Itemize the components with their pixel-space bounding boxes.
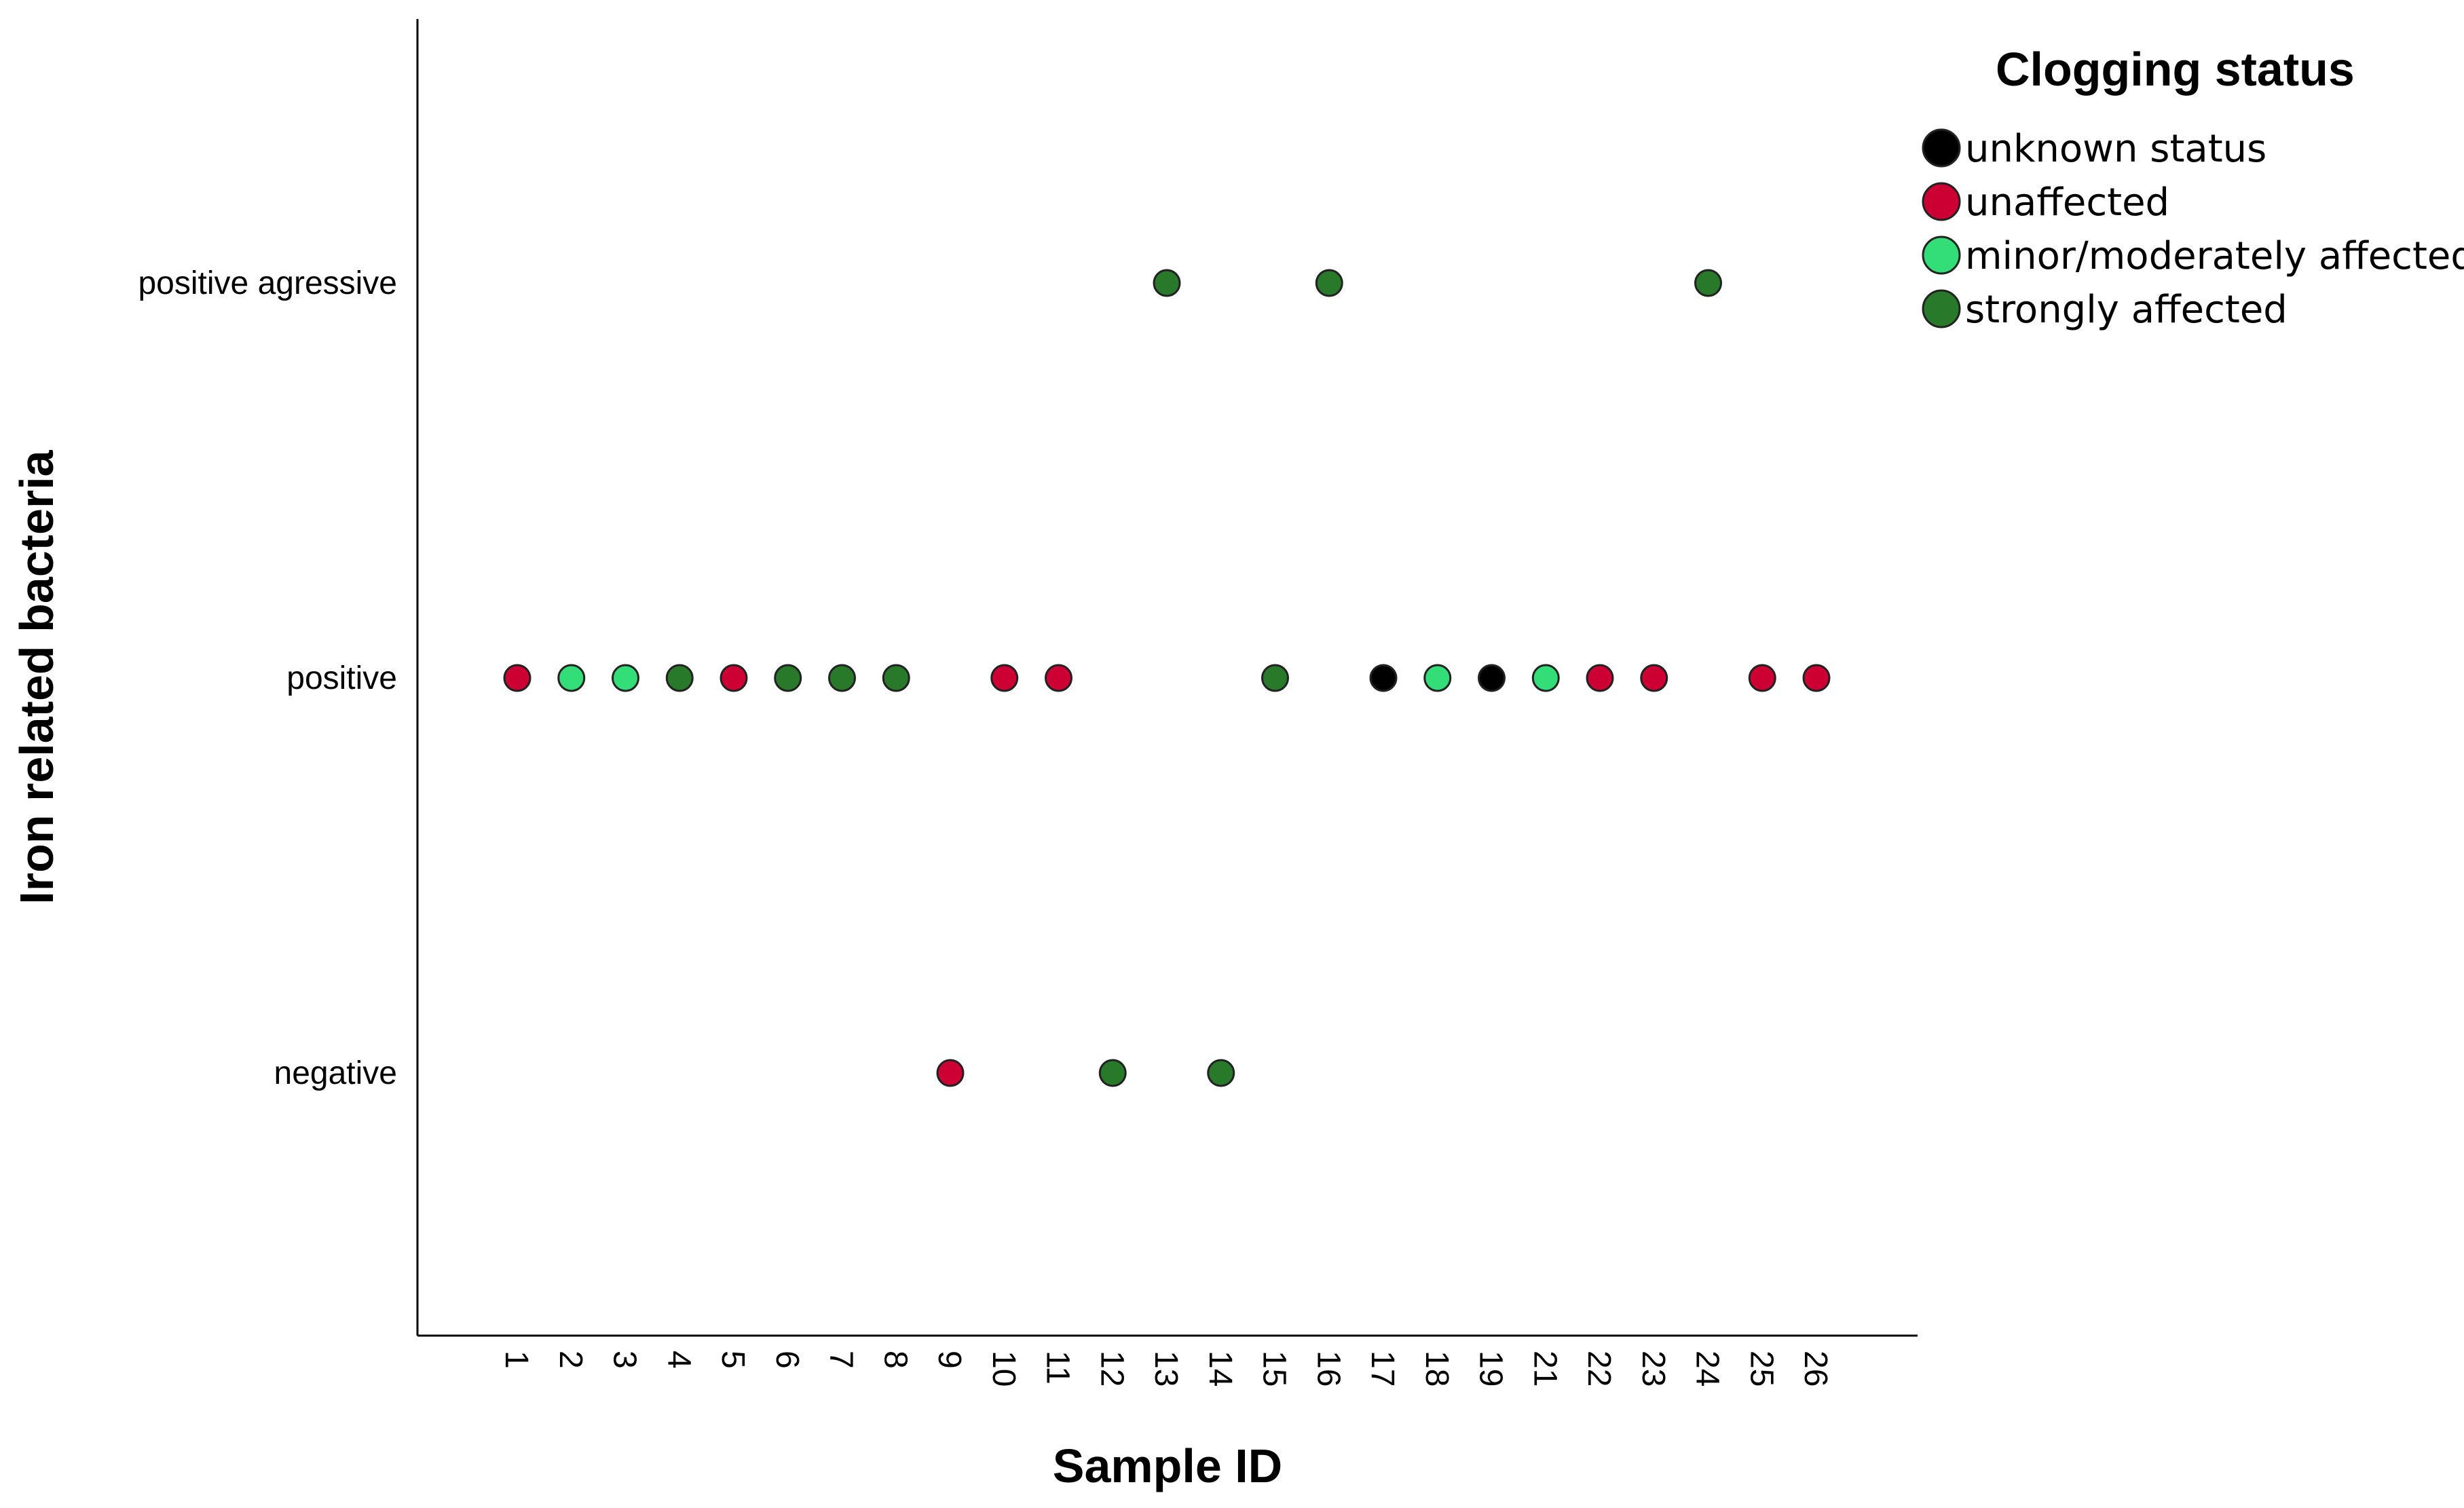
data-point	[1153, 269, 1181, 297]
x-tick-label: 10	[986, 1351, 1022, 1387]
x-tick-label: 16	[1310, 1351, 1346, 1387]
x-tick-label: 8	[877, 1351, 913, 1369]
x-tick-label: 26	[1797, 1351, 1833, 1387]
legend-marker	[1922, 289, 1961, 328]
x-tick-label: 25	[1743, 1351, 1779, 1387]
x-tick-label: 14	[1202, 1351, 1238, 1387]
data-point	[557, 664, 586, 692]
x-tick-label: 18	[1419, 1351, 1455, 1387]
y-tick-label: negative	[274, 1055, 397, 1091]
legend-marker	[1922, 128, 1961, 168]
x-axis-title: Sample ID	[1053, 1439, 1282, 1492]
data-point	[1586, 664, 1614, 692]
data-point	[828, 664, 856, 692]
x-tick-label: 21	[1527, 1351, 1563, 1387]
x-tick-label: 23	[1635, 1351, 1671, 1387]
data-point	[720, 664, 748, 692]
y-axis-title: Iron related bacteria	[10, 449, 63, 904]
x-tick-label: 5	[715, 1351, 751, 1369]
y-tick-label: positive	[286, 660, 397, 696]
y-tick-label: positive agressive	[138, 265, 397, 301]
x-tick-label: 12	[1094, 1351, 1130, 1387]
data-point	[612, 664, 639, 692]
data-point	[1045, 664, 1072, 692]
x-tick-label: 2	[553, 1351, 589, 1369]
x-tick-label: 19	[1473, 1351, 1509, 1387]
x-tick-label: 15	[1256, 1351, 1292, 1387]
legend-label: strongly affected	[1965, 288, 2288, 332]
x-tick-label: 4	[660, 1351, 696, 1369]
y-tick-labels: negative positive positive agressive	[138, 265, 397, 1091]
data-point	[1315, 269, 1343, 297]
data-point	[1694, 269, 1722, 297]
legend-label: unknown status	[1965, 127, 2266, 171]
data-point	[1640, 664, 1668, 692]
x-tick-label: 3	[607, 1351, 643, 1369]
legend-marker	[1922, 182, 1961, 221]
x-tick-label: 7	[823, 1351, 859, 1369]
data-point	[503, 664, 531, 692]
data-point	[774, 664, 802, 692]
data-point	[990, 664, 1019, 692]
data-points	[503, 269, 1831, 1087]
x-tick-label: 24	[1690, 1351, 1725, 1387]
legend-marker	[1922, 235, 1961, 275]
x-tick-label: 6	[769, 1351, 805, 1369]
legend-entries: unknown status unaffected minor/moderately…	[1922, 127, 2464, 332]
data-point	[1423, 664, 1452, 692]
x-tick-label: 22	[1581, 1351, 1617, 1387]
data-point	[1261, 664, 1289, 692]
data-point	[882, 664, 910, 692]
x-tick-label: 17	[1364, 1351, 1400, 1387]
data-point	[1531, 664, 1560, 692]
data-point	[1748, 664, 1776, 692]
x-tick-label: 11	[1040, 1351, 1076, 1384]
legend: Clogging status unknown status unaffected…	[1922, 43, 2464, 332]
x-tick-label: 9	[931, 1351, 967, 1369]
data-point	[1369, 664, 1398, 692]
legend-title: Clogging status	[1996, 43, 2355, 96]
data-point	[936, 1059, 965, 1087]
data-point	[1098, 1059, 1127, 1087]
data-point	[665, 664, 694, 692]
legend-label: minor/moderately affected	[1965, 234, 2464, 278]
data-point	[1478, 664, 1506, 692]
x-tick-label: 13	[1148, 1351, 1184, 1387]
data-point	[1207, 1059, 1235, 1087]
x-tick-labels: 1 2 3 4 5 6 7 8 9 10 11 12 13 14 15 16 17 18 19 21 22 23 24 25 2…	[498, 1351, 1833, 1387]
x-tick-label: 1	[498, 1351, 534, 1369]
data-point	[1802, 664, 1831, 692]
legend-label: unaffected	[1965, 181, 2169, 225]
